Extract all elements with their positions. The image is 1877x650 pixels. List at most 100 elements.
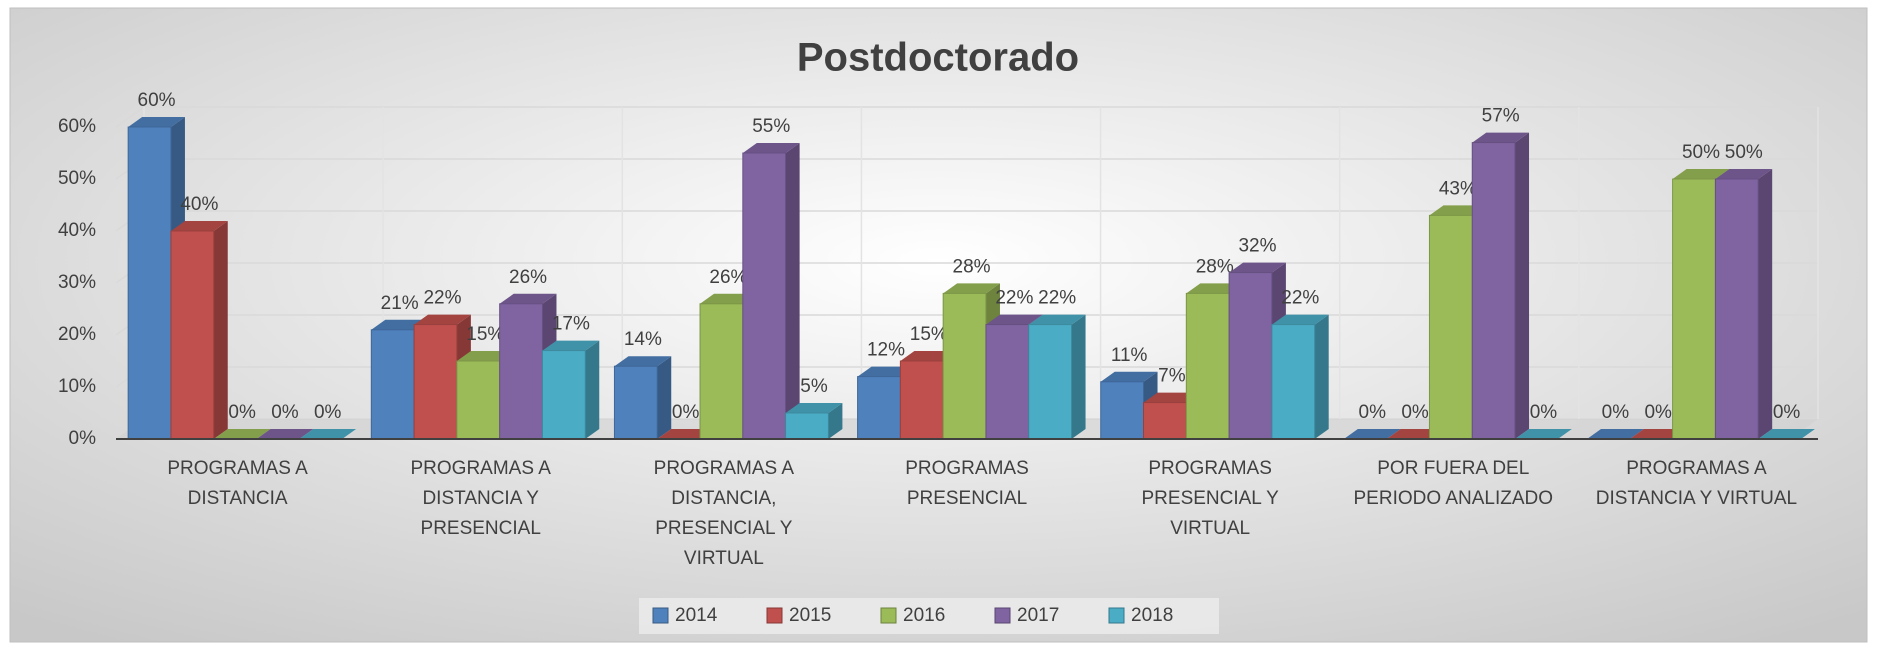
value-label: 22% — [1038, 288, 1076, 309]
x-tick-label-line: VIRTUAL — [684, 548, 764, 569]
bar-top — [1343, 429, 1401, 439]
bar-top — [1715, 169, 1773, 179]
bar — [1672, 178, 1716, 440]
bar — [1428, 214, 1473, 440]
x-tick-label-line: PERIODO ANALIZADO — [1354, 488, 1554, 509]
legend-label: 2015 — [789, 605, 831, 626]
bar — [942, 292, 987, 440]
bar — [127, 126, 172, 440]
bar-side — [1515, 132, 1530, 439]
bar-top — [785, 403, 843, 413]
bar — [1185, 292, 1230, 440]
x-tick-label-line: VIRTUAL — [1170, 518, 1250, 539]
x-tick-label-line: PRESENCIAL Y — [655, 518, 793, 539]
value-label: 0% — [314, 402, 342, 423]
chart-title: Postdoctorado — [797, 36, 1079, 80]
value-label: 0% — [1602, 402, 1630, 423]
value-label: 11% — [1111, 345, 1148, 366]
grid-line-side — [115, 106, 145, 128]
x-tick-label-line: PROGRAMAS A — [411, 458, 552, 479]
x-tick-label: PROGRAMAS A DISTANCIA — [167, 458, 308, 509]
bar-top — [1100, 371, 1158, 382]
bar-top — [1515, 429, 1572, 439]
bar-top — [170, 221, 228, 231]
bar — [857, 376, 901, 440]
legend-swatch — [766, 607, 783, 624]
bar — [1271, 324, 1316, 440]
bar — [742, 152, 787, 440]
bar-side — [585, 340, 600, 439]
bar — [1471, 142, 1516, 440]
bar — [985, 324, 1030, 440]
bar — [1100, 381, 1145, 440]
value-label: 22% — [995, 288, 1033, 309]
bar-top — [542, 340, 600, 351]
value-label: 60% — [138, 90, 176, 111]
bar-top — [499, 293, 557, 304]
value-label: 28% — [953, 256, 991, 277]
legend-label: 2018 — [1131, 605, 1173, 626]
value-label: 7% — [1158, 366, 1186, 387]
value-label: 14% — [624, 329, 662, 350]
value-label: 0% — [672, 402, 700, 423]
value-label: 28% — [1196, 256, 1234, 277]
value-label: 15% — [466, 324, 504, 345]
x-tick-label-line: DISTANCIA Y — [422, 488, 539, 509]
value-label: 43% — [1439, 178, 1477, 199]
value-label: 50% — [1725, 142, 1763, 163]
bar — [170, 230, 215, 440]
value-label: 0% — [1359, 402, 1387, 423]
value-label: 21% — [381, 293, 419, 314]
bar-top — [1472, 132, 1530, 143]
bar-side — [828, 403, 843, 439]
bar — [541, 350, 586, 440]
y-tick-label: 30% — [58, 272, 96, 293]
y-tick-label: 40% — [58, 220, 96, 241]
value-label: 0% — [1401, 402, 1429, 423]
y-tick-label: 60% — [58, 116, 96, 137]
bar-top — [1672, 169, 1730, 179]
bar-top — [213, 429, 271, 439]
value-label: 5% — [800, 376, 828, 397]
bar — [899, 360, 944, 440]
legend-label: 2016 — [903, 605, 945, 626]
bar-top — [1271, 314, 1329, 325]
bar — [456, 360, 501, 440]
y-tick-label: 10% — [58, 376, 96, 397]
bar-top — [414, 314, 471, 325]
value-label: 22% — [423, 288, 461, 309]
x-tick-label: PROGRAMAS A DISTANCIA, PRESENCIAL Y VIRTUAL — [654, 458, 795, 569]
legend-swatch — [880, 607, 897, 624]
bar-top — [742, 143, 800, 153]
value-label: 12% — [867, 340, 905, 361]
x-tick-label: PROGRAMAS PRESENCIAL Y VIRTUAL — [1142, 458, 1280, 539]
x-tick-label-line: DISTANCIA — [188, 488, 288, 509]
x-tick-label: POR FUERA DEL PERIODO ANALIZADO — [1354, 458, 1554, 509]
value-label: 0% — [228, 402, 256, 423]
bar-side — [657, 356, 672, 439]
value-label: 32% — [1238, 236, 1276, 257]
y-tick-label: 20% — [58, 324, 96, 345]
legend-swatch — [1108, 607, 1125, 624]
bar-side — [1314, 314, 1329, 439]
bar — [613, 365, 658, 440]
legend-label: 2017 — [1017, 605, 1059, 626]
x-tick-label-line: PROGRAMAS — [1148, 458, 1272, 479]
bar-side — [213, 221, 228, 439]
value-label: 26% — [709, 267, 747, 288]
x-tick-label: PROGRAMAS A DISTANCIA Y PRESENCIAL — [411, 458, 552, 539]
bar-top — [128, 117, 185, 127]
bar — [499, 303, 543, 440]
x-tick-label-line: PROGRAMAS A — [167, 458, 308, 479]
x-tick-label-line: PRESENCIAL — [907, 488, 1027, 509]
x-tick-label-line: POR FUERA DEL — [1377, 458, 1529, 479]
bar — [370, 329, 415, 440]
x-tick-label-line: DISTANCIA, — [671, 488, 776, 509]
bar — [1143, 402, 1187, 440]
bar-top — [256, 429, 314, 439]
bar-side — [1758, 169, 1773, 439]
bar-top — [943, 283, 1000, 294]
value-label: 57% — [1482, 106, 1520, 127]
value-label: 26% — [509, 267, 547, 288]
